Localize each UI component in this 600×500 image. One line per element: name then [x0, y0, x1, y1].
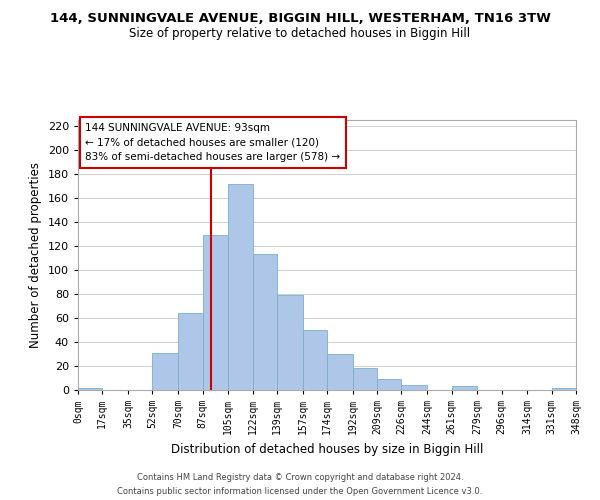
Bar: [401, 385, 427, 390]
Bar: [78, 388, 103, 390]
Bar: [353, 368, 377, 390]
Bar: [452, 386, 477, 390]
Y-axis label: Number of detached properties: Number of detached properties: [29, 162, 42, 348]
Bar: [203, 235, 228, 390]
Text: Size of property relative to detached houses in Biggin Hill: Size of property relative to detached ho…: [130, 28, 470, 40]
Text: Contains public sector information licensed under the Open Government Licence v3: Contains public sector information licen…: [118, 486, 482, 496]
X-axis label: Distribution of detached houses by size in Biggin Hill: Distribution of detached houses by size …: [171, 442, 483, 456]
Text: Contains HM Land Registry data © Crown copyright and database right 2024.: Contains HM Land Registry data © Crown c…: [137, 473, 463, 482]
Bar: [178, 313, 203, 390]
Text: 144 SUNNINGVALE AVENUE: 93sqm
← 17% of detached houses are smaller (120)
83% of : 144 SUNNINGVALE AVENUE: 93sqm ← 17% of d…: [85, 122, 341, 162]
Text: 144, SUNNINGVALE AVENUE, BIGGIN HILL, WESTERHAM, TN16 3TW: 144, SUNNINGVALE AVENUE, BIGGIN HILL, WE…: [50, 12, 550, 26]
Bar: [302, 330, 327, 390]
Bar: [277, 295, 302, 390]
Bar: [253, 254, 277, 390]
Bar: [228, 184, 253, 390]
Bar: [551, 388, 576, 390]
Bar: [377, 379, 401, 390]
Bar: [152, 353, 178, 390]
Bar: [327, 354, 353, 390]
